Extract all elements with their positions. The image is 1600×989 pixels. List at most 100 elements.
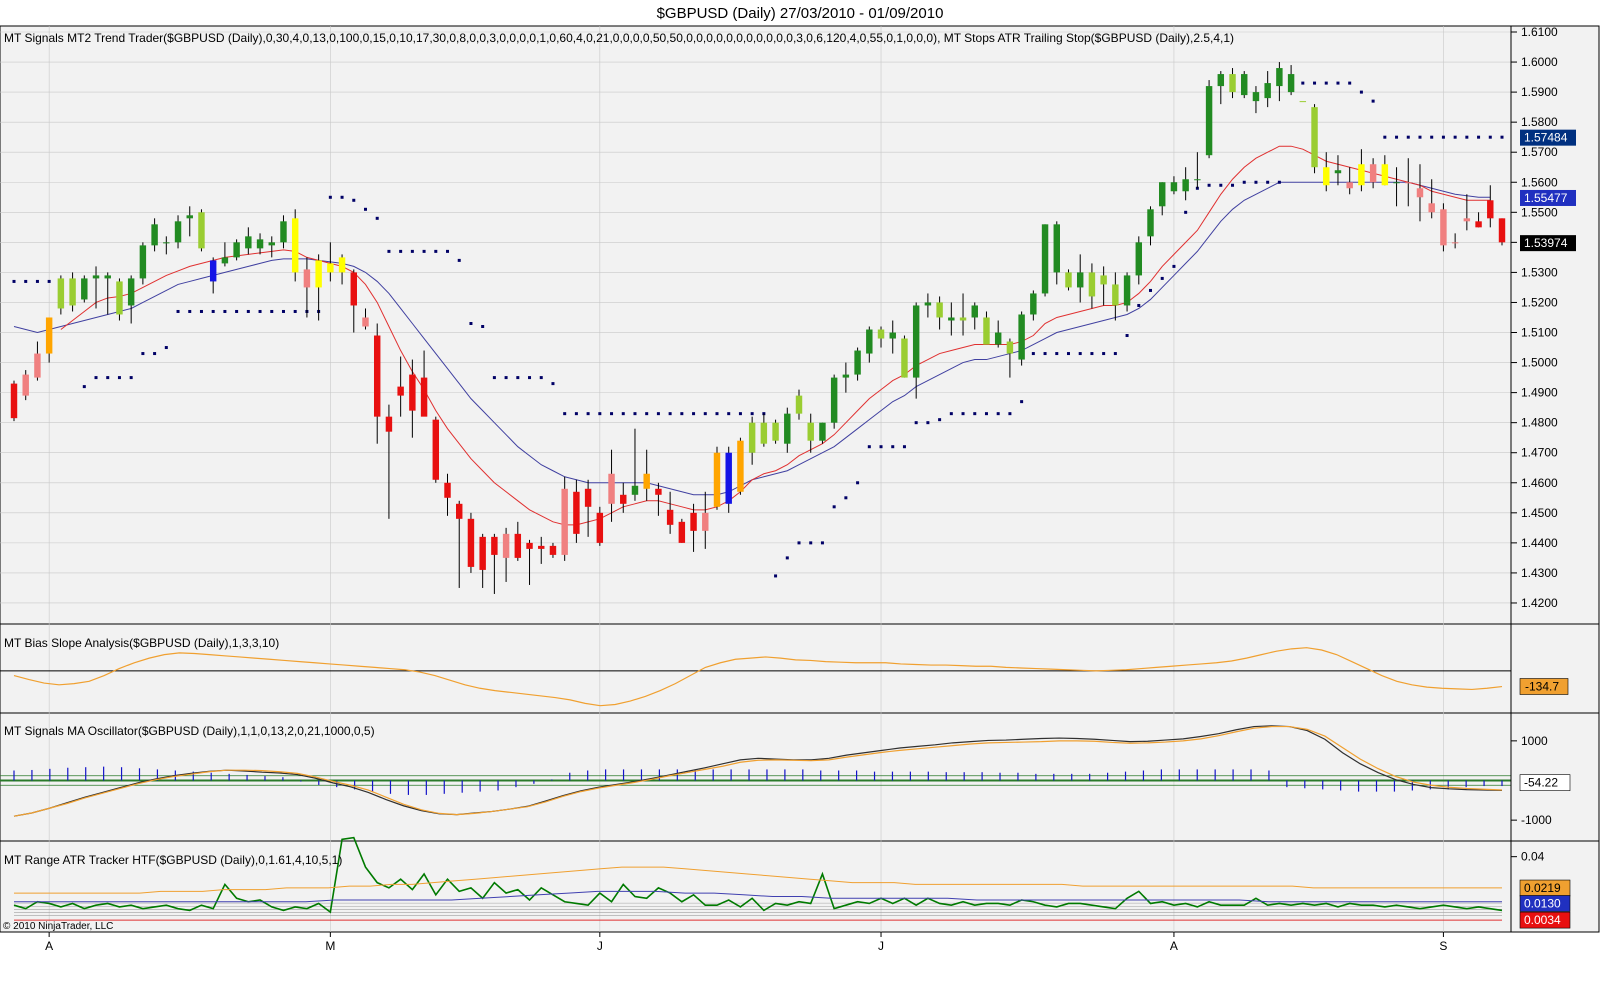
- candle-body: [362, 317, 369, 327]
- trailing-stop-dot: [809, 541, 813, 545]
- candle-body: [1311, 107, 1318, 168]
- price-tick-label: 1.6000: [1521, 55, 1558, 69]
- trailing-stop-dot: [738, 412, 742, 416]
- trailing-stop-dot: [785, 556, 789, 560]
- candle-body: [538, 545, 545, 549]
- price-tick-label: 1.5900: [1521, 85, 1558, 99]
- candle-body: [1416, 188, 1424, 198]
- candle-body: [209, 260, 217, 282]
- trailing-stop-dot: [938, 418, 942, 422]
- candle-body: [327, 263, 334, 273]
- candle-body: [912, 305, 920, 378]
- trailing-stop-dot: [481, 325, 485, 329]
- candle-body: [256, 239, 264, 249]
- candle-body: [877, 329, 885, 339]
- trailing-stop-dot: [188, 309, 192, 313]
- candle-body: [994, 332, 1002, 345]
- trailing-stop-dot: [258, 309, 262, 313]
- trailing-stop-dot: [117, 376, 121, 380]
- candle-body: [901, 338, 908, 378]
- bias-value-box: [1519, 678, 1569, 695]
- trailing-stop-dot: [844, 496, 848, 500]
- candle-body: [139, 245, 147, 279]
- candle-body: [1158, 182, 1166, 207]
- candle-body: [1229, 74, 1236, 93]
- trailing-stop-dot: [563, 412, 567, 416]
- candle-body: [655, 488, 662, 495]
- price-tick-label: 1.5000: [1521, 356, 1558, 370]
- trailing-stop-dot: [270, 309, 274, 313]
- candle-body: [163, 242, 170, 244]
- trailing-stop-dot: [1254, 180, 1258, 184]
- trailing-stop-dot: [12, 279, 16, 283]
- trailing-stop-dot: [1418, 135, 1422, 139]
- trailing-stop-dot: [867, 445, 871, 449]
- atr-blue-line: [14, 890, 1502, 903]
- trailing-stop-dot: [984, 412, 988, 416]
- trailing-stop-dot: [1149, 288, 1153, 292]
- candle-body: [1463, 218, 1471, 222]
- trailing-stop-dot: [211, 309, 215, 313]
- trailing-stop-dot: [797, 541, 801, 545]
- trailing-stop-dot: [1441, 135, 1445, 139]
- trailing-stop-dot: [1336, 81, 1340, 85]
- candle-body: [1217, 74, 1225, 87]
- trailing-stop-dot: [24, 279, 28, 283]
- candle-body: [151, 224, 158, 246]
- price-tick-label: 1.4600: [1521, 476, 1558, 490]
- trailing-stop-dot: [621, 412, 625, 416]
- trailing-stop-dot: [492, 376, 496, 380]
- trailing-stop-dot: [879, 445, 883, 449]
- candle-body: [713, 452, 721, 507]
- osc-value-box: [1519, 774, 1571, 791]
- axis-layer: 1.4200 1.4300 1.4400 1.4500 1.4600 1.4700 1.48…: [45, 25, 1576, 953]
- candle-body: [1041, 224, 1049, 294]
- month-tick-label: J: [597, 939, 603, 953]
- trailing-stop-dot: [410, 249, 414, 253]
- candle-body: [104, 275, 111, 279]
- candle-body: [245, 236, 252, 249]
- candle-body: [350, 272, 358, 306]
- candle-body: [1205, 86, 1213, 156]
- trailing-stop-dot: [750, 412, 754, 416]
- candle-body: [1065, 272, 1072, 288]
- trailing-stop-dot: [434, 249, 438, 253]
- candle-body: [1112, 284, 1119, 306]
- osc-value-label: -54.22: [1524, 776, 1558, 790]
- candle-body: [1428, 203, 1435, 213]
- candle-body: [1334, 170, 1342, 174]
- candle-body: [420, 377, 428, 417]
- candle-body: [373, 335, 381, 417]
- osc-tick-label: -1000: [1521, 813, 1552, 827]
- candle-body: [760, 422, 768, 444]
- candle-body: [854, 350, 861, 375]
- candle-body: [772, 422, 779, 441]
- candle-body: [1287, 74, 1295, 93]
- price-tick-label: 1.4400: [1521, 536, 1558, 550]
- trailing-stop-dot: [1102, 352, 1106, 356]
- trailing-stop-dot: [973, 412, 977, 416]
- candle-body: [45, 317, 53, 354]
- candle-body: [186, 215, 193, 219]
- candle-body: [866, 329, 873, 354]
- trailing-stop-dot: [1500, 135, 1504, 139]
- oscillator-panel-label: MT Signals MA Oscillator($GBPUSD (Daily)…: [4, 724, 375, 738]
- candle-body: [221, 257, 229, 264]
- trailing-stop-dot: [129, 376, 133, 380]
- trailing-stop-dot: [352, 198, 356, 202]
- candle-body: [1170, 182, 1178, 192]
- atr-panel: [0, 840, 1600, 933]
- candle-body: [807, 422, 814, 441]
- trailing-stop-dot: [504, 376, 508, 380]
- price-panel: [0, 25, 1600, 625]
- candle-body: [1030, 293, 1037, 315]
- trailing-stop-dot: [375, 216, 379, 220]
- trailing-stop-dot: [153, 352, 157, 356]
- candle-body: [1182, 179, 1189, 192]
- trailing-stop-dot: [902, 445, 906, 449]
- trailing-stop-dot: [633, 412, 637, 416]
- candle-body: [678, 521, 686, 543]
- trailing-stop-dot: [363, 207, 367, 211]
- price-tick-label: 1.5300: [1521, 265, 1558, 279]
- trailing-stop-dot: [1430, 135, 1434, 139]
